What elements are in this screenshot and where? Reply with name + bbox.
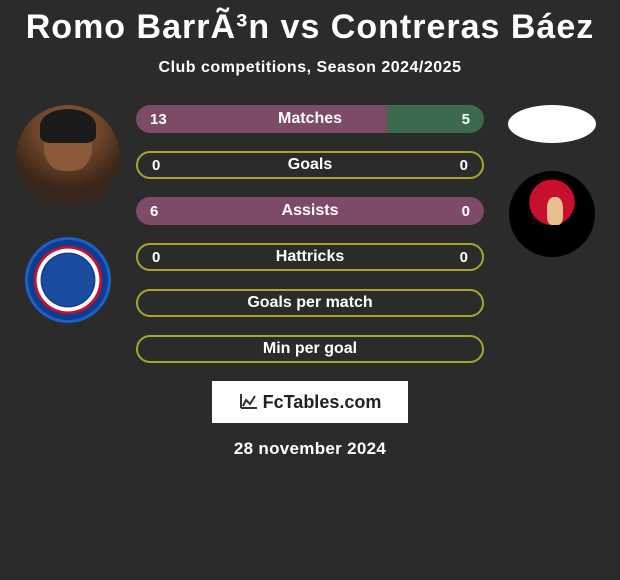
stat-label: Hattricks	[276, 248, 344, 266]
chart-icon	[239, 392, 259, 413]
right-column	[492, 105, 612, 363]
footer-date: 28 november 2024	[234, 439, 386, 459]
page-title: Romo BarrÃ³n vs Contreras Báez	[26, 8, 594, 47]
player-photo-left	[16, 105, 120, 209]
stat-value-left: 0	[152, 157, 160, 174]
stat-bar: Min per goal	[136, 335, 484, 363]
stat-label: Goals	[288, 156, 332, 174]
stat-bar: Matches 13 5	[136, 105, 484, 133]
stat-value-right: 0	[460, 157, 468, 174]
stat-bar: Goals per match	[136, 289, 484, 317]
stat-bar: Goals 0 0	[136, 151, 484, 179]
stat-label: Min per goal	[263, 340, 357, 358]
stat-label: Goals per match	[247, 294, 372, 312]
stat-bar: Assists 6 0	[136, 197, 484, 225]
footer-brand-text: FcTables.com	[263, 392, 382, 413]
comparison-card: Romo BarrÃ³n vs Contreras Báez Club comp…	[0, 0, 620, 580]
stat-value-left: 6	[150, 203, 158, 220]
stat-value-left: 0	[152, 249, 160, 266]
stat-value-right: 5	[462, 111, 470, 128]
footer-brand: FcTables.com	[212, 381, 408, 423]
stat-label: Matches	[278, 110, 342, 128]
left-column	[8, 105, 128, 363]
stat-bar: Hattricks 0 0	[136, 243, 484, 271]
content-row: Matches135Goals00Assists60Hattricks00Goa…	[0, 105, 620, 363]
player-photo-right	[508, 105, 596, 143]
stat-value-right: 0	[462, 203, 470, 220]
stats-column: Matches135Goals00Assists60Hattricks00Goa…	[128, 105, 492, 363]
subtitle: Club competitions, Season 2024/2025	[159, 59, 462, 77]
stat-fill-left	[136, 105, 387, 133]
stat-value-right: 0	[460, 249, 468, 266]
team-logo-left	[25, 237, 111, 323]
stat-label: Assists	[282, 202, 339, 220]
stat-value-left: 13	[150, 111, 167, 128]
team-logo-right	[509, 171, 595, 257]
